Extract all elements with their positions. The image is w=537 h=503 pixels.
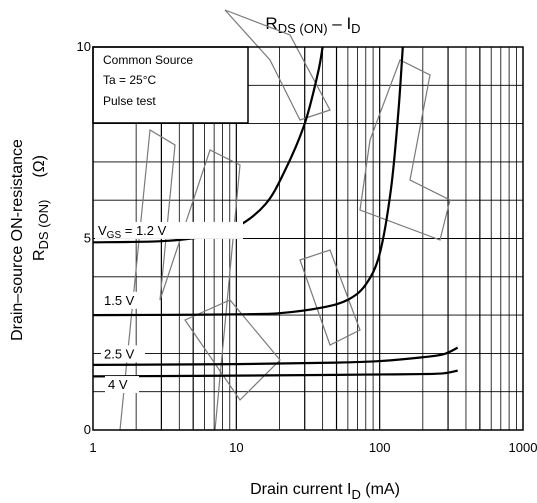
- series-line: [92, 369, 458, 378]
- series-label-bg: [105, 376, 139, 394]
- x-axis-label: Drain current ID (mA): [250, 481, 400, 502]
- y-tick-label: 5: [84, 231, 91, 246]
- y-axis-label: Drain–source ON-resistance: [9, 139, 26, 341]
- y-tick-label: 0: [84, 422, 91, 437]
- condition-text: Pulse test: [103, 94, 156, 108]
- x-tick-label: 100: [369, 440, 391, 455]
- conditions-box: [92, 46, 249, 124]
- series-labels: VGS = 1.2 V 1.5 V 2.5 V 4 V: [95, 221, 243, 394]
- condition-text: Ta = 25°C: [103, 73, 156, 87]
- x-tick-label: 1: [89, 440, 96, 455]
- watermark-shape: [184, 299, 281, 401]
- x-tick-label: 1000: [509, 440, 537, 455]
- series-label-bg: [101, 291, 143, 309]
- series-label: 1.5 V: [104, 293, 135, 308]
- series-label-bg: [101, 345, 145, 363]
- watermark-shape: [299, 249, 361, 346]
- y-axis-label-2: RDS (ON)(Ω): [31, 155, 51, 261]
- tick-labels: 1 10 100 1000 0 5 10: [77, 39, 537, 455]
- condition-text: Common Source: [103, 53, 193, 67]
- watermark-shape: [224, 9, 331, 121]
- series-label: 4 V: [108, 377, 128, 392]
- chart-title: RDS (ON) – ID: [265, 14, 360, 36]
- series-line: [92, 46, 404, 317]
- series-label-bg: [95, 221, 243, 239]
- series-group: [92, 46, 459, 378]
- watermark-shape: [359, 59, 451, 241]
- series-label: 2.5 V: [104, 346, 135, 361]
- series-label: VGS = 1.2 V: [98, 223, 167, 241]
- plot-frame: [92, 46, 524, 431]
- x-tick-label: 10: [229, 440, 243, 455]
- series-line: [92, 346, 459, 366]
- y-tick-label: 10: [77, 39, 91, 54]
- series-line: [92, 46, 324, 244]
